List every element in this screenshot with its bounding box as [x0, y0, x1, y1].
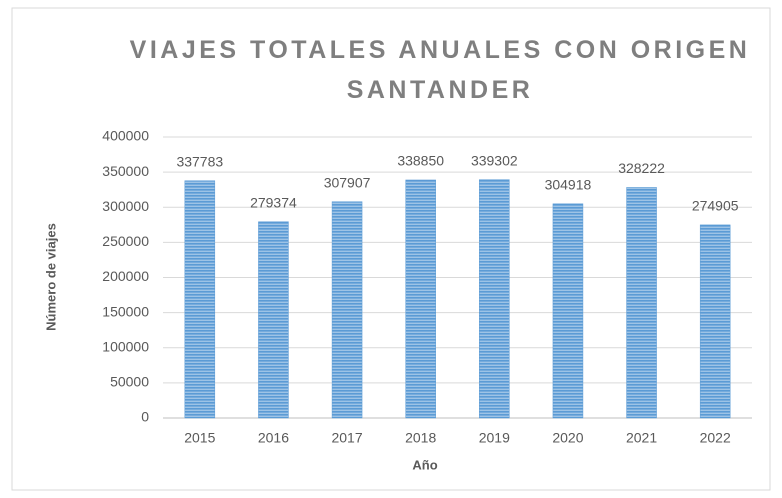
y-axis-label: Número de viajes	[43, 223, 58, 331]
bar	[626, 187, 657, 419]
bar	[258, 221, 289, 419]
x-tick-label: 2019	[479, 430, 510, 446]
data-label: 274905	[692, 198, 739, 214]
y-tick-label: 350000	[102, 163, 149, 179]
y-tick-label: 200000	[102, 268, 149, 284]
chart-title: VIAJES TOTALES ANUALES CON ORIGEN SANTAN…	[129, 36, 751, 104]
bar	[552, 203, 584, 419]
bar	[405, 179, 436, 419]
y-tick-label: 100000	[102, 338, 149, 354]
data-label: 279374	[250, 194, 297, 210]
data-label: 338850	[397, 153, 444, 169]
bar	[331, 201, 363, 419]
y-tick-label: 250000	[102, 233, 149, 249]
x-axis-label: Año	[412, 457, 437, 472]
x-tick-label: 2021	[626, 430, 657, 446]
bar	[479, 179, 510, 419]
x-tick-label: 2018	[405, 430, 436, 446]
y-tick-label: 400000	[102, 128, 149, 144]
data-label: 337783	[176, 153, 223, 169]
bar	[184, 180, 216, 419]
data-label: 339302	[471, 152, 518, 168]
y-tick-label: 150000	[102, 303, 149, 319]
x-tick-label: 2015	[184, 430, 215, 446]
chart-border	[11, 7, 771, 491]
bar	[699, 224, 731, 419]
y-tick-label: 300000	[102, 198, 149, 214]
x-tick-label: 2017	[331, 430, 362, 446]
data-label: 328222	[618, 160, 665, 176]
data-label: 304918	[545, 176, 592, 192]
x-tick-label: 2016	[258, 430, 289, 446]
x-tick-label: 2020	[552, 430, 583, 446]
y-tick-label: 0	[141, 409, 149, 425]
x-tick-label: 2022	[700, 430, 731, 446]
data-label: 307907	[324, 174, 371, 190]
y-tick-label: 50000	[110, 374, 149, 390]
